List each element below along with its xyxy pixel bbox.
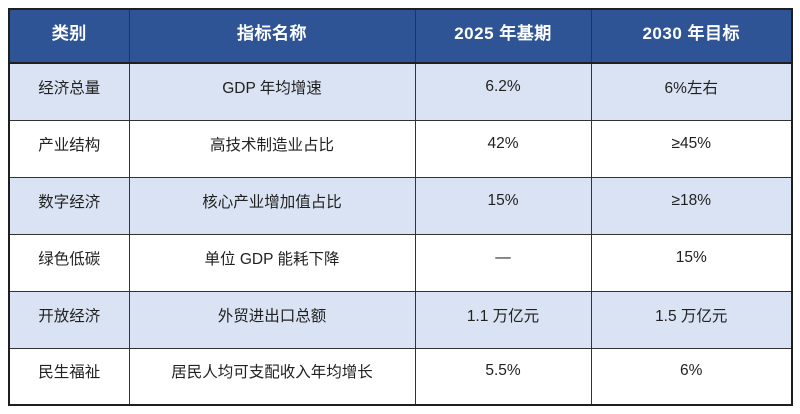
cell-category: 数字经济 [8,176,130,235]
cell-indicator: 居民人均可支配收入年均增长 [128,347,416,406]
cell-category: 经济总量 [8,62,130,121]
cell-indicator: 高技术制造业占比 [128,119,416,178]
table-row: 开放经济 外贸进出口总额 1.1 万亿元 1.5 万亿元 [8,290,793,349]
indicators-table-container: 类别 指标名称 2025 年基期 2030 年目标 经济总量 GDP 年均增速 … [8,8,793,406]
cell-base-2025: 15% [414,176,592,235]
column-header-indicator: 指标名称 [128,8,416,64]
cell-target-2030: ≥45% [590,119,793,178]
column-header-base-2025: 2025 年基期 [414,8,592,64]
cell-target-2030: 15% [590,233,793,292]
cell-base-2025: 1.1 万亿元 [414,290,592,349]
column-header-target-2030: 2030 年目标 [590,8,793,64]
cell-base-2025: 6.2% [414,62,592,121]
cell-target-2030: 6% [590,347,793,406]
cell-target-2030: 6%左右 [590,62,793,121]
column-header-category: 类别 [8,8,130,64]
cell-indicator: 单位 GDP 能耗下降 [128,233,416,292]
cell-base-2025: 42% [414,119,592,178]
table-row: 产业结构 高技术制造业占比 42% ≥45% [8,119,793,178]
cell-indicator: 外贸进出口总额 [128,290,416,349]
cell-category: 开放经济 [8,290,130,349]
table-row: 经济总量 GDP 年均增速 6.2% 6%左右 [8,62,793,121]
cell-target-2030: 1.5 万亿元 [590,290,793,349]
cell-indicator: GDP 年均增速 [128,62,416,121]
cell-category: 绿色低碳 [8,233,130,292]
table-row: 民生福祉 居民人均可支配收入年均增长 5.5% 6% [8,347,793,406]
cell-category: 产业结构 [8,119,130,178]
table-row: 绿色低碳 单位 GDP 能耗下降 — 15% [8,233,793,292]
cell-base-2025: — [414,233,592,292]
indicators-table: 类别 指标名称 2025 年基期 2030 年目标 经济总量 GDP 年均增速 … [8,8,793,406]
cell-category: 民生福祉 [8,347,130,406]
table-row: 数字经济 核心产业增加值占比 15% ≥18% [8,176,793,235]
header-row: 类别 指标名称 2025 年基期 2030 年目标 [8,8,793,64]
cell-indicator: 核心产业增加值占比 [128,176,416,235]
cell-target-2030: ≥18% [590,176,793,235]
cell-base-2025: 5.5% [414,347,592,406]
